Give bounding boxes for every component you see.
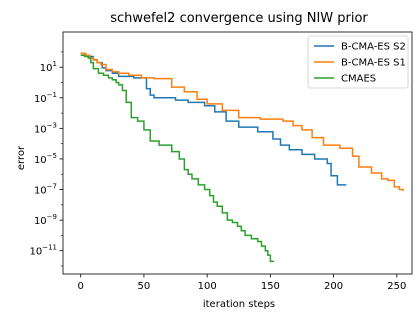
y-tick-exponent: −9 bbox=[47, 213, 57, 221]
y-tick-exponent: 1 bbox=[53, 60, 57, 68]
y-tick-label: 10−7 bbox=[34, 183, 57, 197]
y-tick-exponent: −7 bbox=[47, 183, 57, 191]
legend: B-CMA-ES S2 B-CMA-ES S1 CMAES bbox=[307, 35, 409, 89]
y-tick-base: 10 bbox=[34, 124, 47, 135]
y-axis-label: error bbox=[16, 145, 27, 170]
y-tick-base: 10 bbox=[29, 247, 42, 258]
series-line-0 bbox=[80, 52, 347, 186]
x-tick-label: 150 bbox=[261, 281, 280, 292]
legend-label: B-CMA-ES S2 bbox=[341, 42, 406, 53]
y-tick-base: 10 bbox=[34, 94, 47, 105]
x-tick-label: 100 bbox=[198, 281, 217, 292]
y-tick-exponent: −11 bbox=[42, 244, 57, 252]
y-tick-label: 10−5 bbox=[34, 152, 57, 166]
legend-box bbox=[307, 35, 409, 89]
y-tick-label: 101 bbox=[40, 60, 57, 74]
y-tick-label: 10−1 bbox=[34, 91, 57, 105]
y-tick-label: 10−11 bbox=[29, 244, 57, 258]
legend-label: B-CMA-ES S1 bbox=[341, 58, 406, 69]
plot-frame bbox=[62, 31, 413, 275]
x-axis-label: iteration steps bbox=[203, 299, 275, 310]
y-tick-base: 10 bbox=[34, 155, 47, 166]
series-line-1 bbox=[80, 52, 404, 192]
y-tick-base: 10 bbox=[34, 216, 47, 227]
x-tick-label: 250 bbox=[387, 281, 406, 292]
y-tick-exponent: −1 bbox=[47, 91, 57, 99]
x-tick-label: 200 bbox=[324, 281, 343, 292]
legend-label: CMAES bbox=[341, 74, 376, 85]
series-line-2 bbox=[80, 54, 275, 263]
y-tick-base: 10 bbox=[40, 63, 53, 74]
chart-title: schwefel2 convergence using NIW prior bbox=[110, 11, 368, 26]
y-tick-label: 10−3 bbox=[34, 121, 57, 135]
x-tick-label: 50 bbox=[138, 281, 151, 292]
x-tick-label: 0 bbox=[78, 281, 84, 292]
y-tick-exponent: −3 bbox=[47, 121, 57, 129]
y-tick-label: 10−9 bbox=[34, 213, 57, 227]
y-tick-exponent: −5 bbox=[47, 152, 57, 160]
plot-area: 0 50 100 150 200 25010110−110−310−510−710−910… bbox=[29, 31, 413, 292]
y-tick-base: 10 bbox=[34, 186, 47, 197]
